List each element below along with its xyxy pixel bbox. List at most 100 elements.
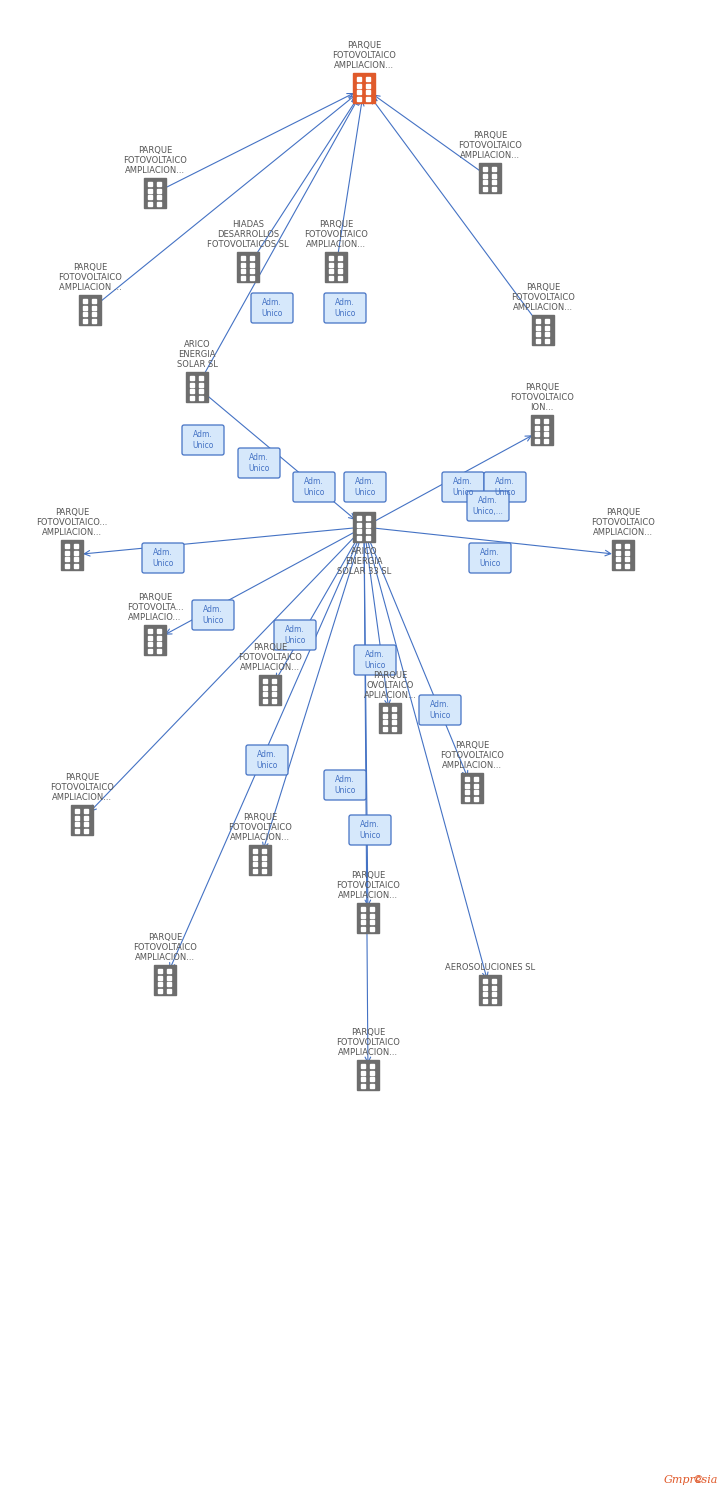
Bar xyxy=(479,164,501,194)
Bar xyxy=(259,675,281,705)
Bar xyxy=(250,262,254,267)
Bar xyxy=(392,720,396,724)
Bar xyxy=(148,648,152,652)
Bar xyxy=(383,714,387,717)
Bar xyxy=(492,980,496,982)
Text: Adm.
Unico: Adm. Unico xyxy=(452,477,474,496)
Bar xyxy=(74,564,78,567)
Bar xyxy=(167,982,171,986)
Text: Adm.
Unico: Adm. Unico xyxy=(285,626,306,645)
Text: PARQUE
FOTOVOLTAICO
AMPLIACION...: PARQUE FOTOVOLTAICO AMPLIACION... xyxy=(336,1028,400,1057)
Bar xyxy=(237,252,259,282)
Bar xyxy=(535,438,539,442)
Bar xyxy=(65,544,69,548)
Text: PARQUE
FOTOVOLTAICO
AMPLIACION...: PARQUE FOTOVOLTAICO AMPLIACION... xyxy=(304,220,368,249)
FancyBboxPatch shape xyxy=(182,424,224,454)
Text: Adm.
Unico: Adm. Unico xyxy=(430,700,451,720)
Bar xyxy=(250,268,254,273)
Bar xyxy=(379,704,401,734)
Bar xyxy=(157,201,161,206)
Bar xyxy=(357,90,361,94)
Bar xyxy=(65,556,69,561)
Bar xyxy=(483,166,487,171)
Bar xyxy=(625,564,629,567)
Bar xyxy=(199,396,203,399)
Bar xyxy=(492,999,496,1002)
Bar xyxy=(148,628,152,633)
Bar xyxy=(366,530,370,532)
Bar xyxy=(465,777,469,782)
FancyBboxPatch shape xyxy=(354,645,396,675)
Text: Adm.
Unico: Adm. Unico xyxy=(261,298,282,318)
Text: PARQUE
FOTOVOLTA...
AMPLIACIO...: PARQUE FOTOVOLTA... AMPLIACIO... xyxy=(127,592,183,622)
Text: Adm.
Unico: Adm. Unico xyxy=(192,430,214,450)
Bar xyxy=(479,975,501,1005)
Bar xyxy=(154,964,176,994)
Bar xyxy=(357,530,361,532)
Bar xyxy=(353,512,375,542)
Bar xyxy=(92,306,96,309)
FancyBboxPatch shape xyxy=(251,292,293,322)
Bar xyxy=(366,84,370,87)
Bar xyxy=(241,262,245,267)
FancyBboxPatch shape xyxy=(238,448,280,478)
Bar xyxy=(612,540,634,570)
Bar xyxy=(357,536,361,540)
Bar xyxy=(544,438,548,442)
Text: PARQUE
FOTOVOLTAICO
AMPLIACION...: PARQUE FOTOVOLTAICO AMPLIACION... xyxy=(133,933,197,962)
Text: ©: © xyxy=(693,1474,708,1485)
Bar xyxy=(483,980,487,982)
Bar xyxy=(461,772,483,802)
FancyBboxPatch shape xyxy=(484,472,526,502)
Bar xyxy=(383,726,387,730)
Bar xyxy=(65,564,69,567)
Bar xyxy=(474,783,478,788)
Bar xyxy=(338,276,342,279)
Bar xyxy=(148,642,152,646)
Bar xyxy=(383,720,387,724)
Bar xyxy=(366,522,370,526)
Text: Adm.
Unico: Adm. Unico xyxy=(334,776,356,795)
FancyBboxPatch shape xyxy=(419,694,461,724)
Bar xyxy=(392,714,396,717)
Bar xyxy=(158,982,162,986)
Bar xyxy=(263,699,267,702)
Bar xyxy=(357,76,361,81)
Bar xyxy=(536,339,540,342)
Bar xyxy=(253,868,257,873)
Bar xyxy=(474,796,478,801)
Bar xyxy=(535,432,539,436)
Bar xyxy=(71,806,93,836)
Bar xyxy=(338,262,342,267)
FancyBboxPatch shape xyxy=(324,770,366,800)
FancyBboxPatch shape xyxy=(344,472,386,502)
Bar xyxy=(483,999,487,1002)
Text: Adm.
Unico: Adm. Unico xyxy=(479,549,501,567)
Bar xyxy=(361,1077,365,1082)
Bar xyxy=(329,262,333,267)
Bar xyxy=(392,706,396,711)
Text: PARQUE
FOTOVOLTAICO
AMPLIACION...: PARQUE FOTOVOLTAICO AMPLIACION... xyxy=(50,772,114,802)
Text: PARQUE
FOTOVOLTAICO
AMPLIACION...: PARQUE FOTOVOLTAICO AMPLIACION... xyxy=(440,741,504,770)
Bar xyxy=(616,550,620,555)
Bar xyxy=(262,855,266,859)
Bar xyxy=(535,419,539,423)
Bar xyxy=(370,1064,374,1068)
Bar xyxy=(148,636,152,639)
Bar xyxy=(199,376,203,380)
Bar xyxy=(74,544,78,548)
Bar xyxy=(492,186,496,190)
Text: PARQUE
OVOLTAICO
APLIACION...: PARQUE OVOLTAICO APLIACION... xyxy=(363,670,416,700)
Bar xyxy=(361,1064,365,1068)
Bar xyxy=(158,988,162,993)
Text: Adm.
Unico: Adm. Unico xyxy=(202,606,223,624)
Bar xyxy=(272,699,276,702)
Bar xyxy=(366,516,370,520)
Bar xyxy=(241,256,245,259)
Bar xyxy=(65,550,69,555)
Bar xyxy=(74,556,78,561)
Bar xyxy=(75,816,79,819)
Bar xyxy=(190,382,194,387)
Bar xyxy=(253,862,257,865)
Bar xyxy=(83,306,87,309)
